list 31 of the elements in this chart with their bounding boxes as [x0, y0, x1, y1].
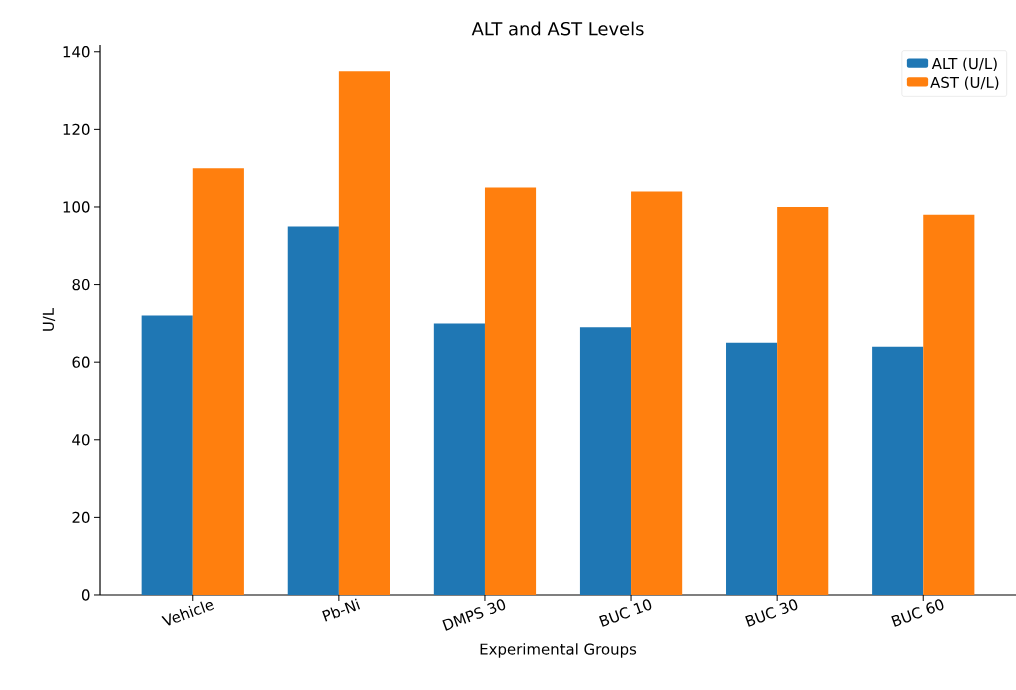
chart-title: ALT and AST Levels: [471, 21, 644, 36]
x-tick-label: Vehicle: [161, 601, 215, 626]
x-tick-label: BUC 60: [891, 599, 944, 627]
bar: [338, 71, 390, 595]
y-tick-label: 60: [72, 356, 90, 368]
y-axis-title: U/L: [42, 307, 56, 331]
bar: [777, 206, 829, 595]
bar: [579, 327, 632, 595]
bar: [287, 226, 339, 595]
y-tick-label: 80: [72, 278, 90, 291]
y-tick-label: 40: [72, 434, 90, 446]
x-tick-label: Pb-Ni: [322, 598, 361, 622]
x-tick-label: BUC 30: [745, 599, 798, 627]
bar: [923, 214, 975, 595]
bar: [726, 342, 778, 595]
x-axis-title: Experimental Groups: [480, 643, 637, 658]
y-tick-label: 20: [72, 511, 90, 524]
bar: [631, 191, 683, 595]
bar: [433, 323, 485, 595]
y-tick-label: 0: [81, 589, 90, 601]
legend-label: ALT (U/L): [931, 57, 997, 71]
y-tick-label: 140: [63, 46, 90, 58]
legend-label: AST (U/L): [930, 76, 999, 90]
bar: [141, 315, 193, 595]
bar: [192, 168, 244, 595]
bar: [484, 187, 537, 595]
x-tick-label: BUC 10: [599, 599, 652, 627]
x-tick-label: DMPS 30: [442, 599, 506, 631]
bar: [872, 346, 924, 595]
y-tick-label: 100: [63, 201, 90, 213]
y-tick-label: 120: [63, 123, 90, 136]
